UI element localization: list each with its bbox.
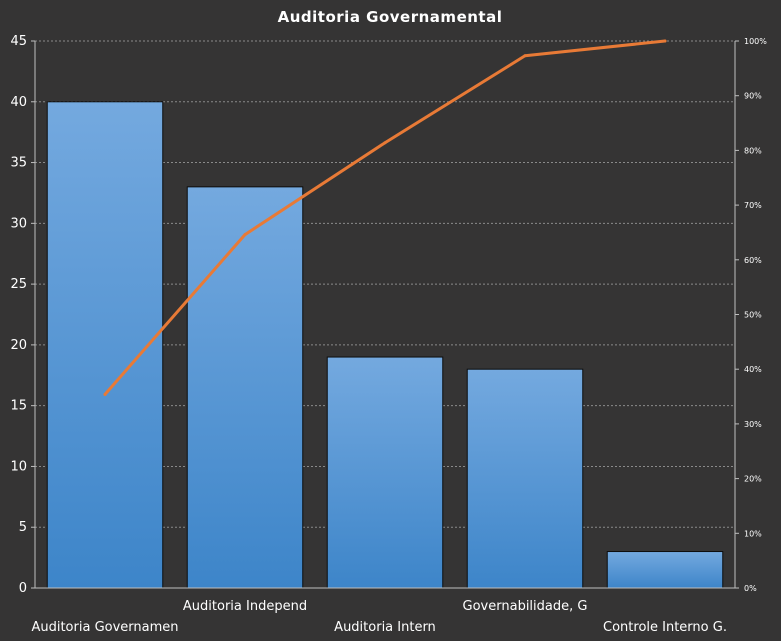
chart-title: Auditoria Governamental — [278, 8, 503, 26]
y2-tick-label: 30% — [744, 420, 762, 429]
y-tick-label: 40 — [10, 95, 27, 110]
bar — [466, 368, 584, 589]
bar — [186, 186, 304, 589]
y2-tick-label: 20% — [744, 475, 762, 484]
y2-tick-label: 70% — [744, 201, 762, 210]
line-point — [383, 141, 387, 145]
x-category-label: Auditoria Intern — [334, 620, 436, 635]
y-tick-label: 25 — [10, 277, 27, 292]
axes: 0 5 10 15 20 25 30 35 40 45 0% 10% 20% 30% 40% 50% 60% 70… — [10, 34, 767, 635]
line-point — [663, 39, 667, 43]
bar — [46, 101, 164, 589]
y-tick-label: 5 — [19, 520, 27, 535]
y-tick-label: 45 — [10, 34, 27, 49]
line-point — [103, 392, 107, 396]
x-category-label: Auditoria Governamen — [31, 620, 178, 635]
y2-tick-label: 80% — [744, 146, 762, 155]
y-tick-label: 20 — [10, 338, 27, 353]
x-category-label: Auditoria Independ — [183, 599, 307, 614]
line-point — [243, 233, 247, 237]
y2-tick-label: 60% — [744, 256, 762, 265]
y-tick-label: 35 — [10, 156, 27, 171]
line-point — [523, 54, 527, 58]
y2-tick-label: 100% — [744, 37, 767, 46]
y2-tick-label: 50% — [744, 311, 762, 320]
y-tick-label: 0 — [19, 581, 27, 596]
bar — [606, 551, 724, 589]
y-tick-label: 30 — [10, 216, 27, 231]
bar — [326, 356, 444, 589]
cumulative-line-series — [103, 39, 667, 396]
x-category-label: Controle Interno G. — [603, 620, 727, 635]
y2-tick-label: 40% — [744, 365, 762, 374]
y2-tick-label: 10% — [744, 529, 762, 538]
y2-tick-label: 0% — [744, 584, 757, 593]
bar-series — [46, 101, 724, 589]
y2-tick-label: 90% — [744, 92, 762, 101]
y-tick-label: 15 — [10, 399, 27, 414]
y-tick-label: 10 — [10, 459, 27, 474]
x-category-label: Governabilidade, G — [463, 599, 588, 614]
